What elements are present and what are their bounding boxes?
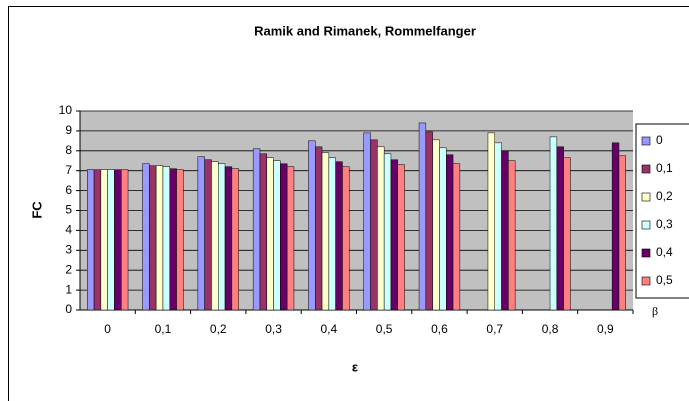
bar — [87, 169, 95, 311]
bar — [494, 142, 502, 311]
bar — [259, 153, 268, 311]
legend-marker — [641, 192, 651, 202]
y-tick-label: 10 — [59, 103, 73, 117]
bar — [280, 163, 288, 311]
bar — [308, 140, 316, 311]
legend-label: 0,1 — [656, 161, 673, 175]
bar — [211, 161, 219, 311]
bar — [155, 165, 164, 311]
x-tick-label: 0,5 — [376, 322, 393, 336]
bar — [446, 154, 454, 311]
bar — [142, 163, 150, 311]
bar — [162, 166, 170, 311]
legend-label: 0,5 — [656, 273, 673, 287]
bar — [425, 131, 433, 311]
x-tick-label: 0,1 — [155, 322, 172, 336]
bar — [418, 122, 427, 311]
y-tick-label: 5 — [65, 203, 72, 217]
bar — [508, 160, 516, 311]
bar — [556, 146, 564, 311]
chart-title: Ramik and Rimanek, Rommelfanger — [254, 23, 476, 38]
bar — [169, 168, 177, 311]
bar — [390, 159, 399, 311]
bar — [611, 142, 620, 311]
y-tick-label: 4 — [65, 223, 72, 237]
bar — [432, 139, 440, 311]
bar — [321, 152, 330, 311]
bar — [549, 136, 558, 311]
bar — [204, 159, 212, 311]
bar — [335, 161, 343, 311]
y-tick-label: 1 — [65, 282, 72, 296]
bar — [231, 168, 239, 311]
bar — [439, 147, 447, 311]
bar — [266, 157, 274, 311]
y-tick-label: 0 — [65, 302, 72, 316]
bar — [397, 164, 405, 311]
bar — [286, 166, 295, 311]
x-tick-label: 0,9 — [597, 322, 614, 336]
bar — [342, 166, 350, 311]
bar — [563, 157, 571, 311]
bar — [273, 160, 281, 311]
bar — [315, 146, 323, 311]
bar — [383, 153, 392, 311]
legend-label: 0,3 — [656, 217, 673, 231]
x-tick-label: 0,4 — [321, 322, 338, 336]
x-tick-label: 0,3 — [265, 322, 282, 336]
bar — [121, 169, 129, 311]
legend-marker — [641, 164, 651, 174]
x-tick-label: 0,7 — [486, 322, 503, 336]
x-tick-label: 0,2 — [210, 322, 227, 336]
bar — [328, 157, 336, 311]
x-axis-title: ε — [352, 359, 358, 374]
y-tick-label: 9 — [65, 123, 72, 137]
y-tick-label: 6 — [65, 183, 72, 197]
x-tick-label: 0 — [104, 322, 111, 336]
bar — [149, 165, 157, 311]
bar — [377, 146, 385, 311]
legend-box — [635, 123, 689, 299]
bar — [114, 169, 122, 311]
y-tick-label: 7 — [65, 163, 72, 177]
legend-label: 0,4 — [656, 245, 673, 259]
bar — [501, 150, 509, 311]
y-axis-title: FC — [29, 201, 44, 219]
legend-label: 0,2 — [656, 189, 673, 203]
bar — [107, 169, 115, 311]
bar — [224, 166, 233, 311]
legend-title: β — [652, 304, 658, 318]
legend-marker — [641, 136, 651, 146]
bar — [218, 163, 226, 311]
y-tick-label: 2 — [65, 262, 72, 276]
bar — [618, 155, 627, 311]
bar — [452, 163, 461, 311]
bar — [370, 139, 378, 311]
legend-marker — [641, 220, 651, 230]
x-tick-label: 0,8 — [542, 322, 559, 336]
bar — [176, 169, 184, 311]
y-tick-label: 3 — [65, 242, 72, 256]
bar — [197, 156, 205, 311]
x-tick-label: 0,6 — [431, 322, 448, 336]
legend-label: 0 — [656, 133, 663, 147]
legend-marker — [641, 248, 651, 258]
bar — [93, 169, 102, 311]
bar — [487, 132, 496, 311]
y-tick-label: 8 — [65, 143, 72, 157]
bar — [100, 169, 108, 311]
bar — [363, 132, 371, 311]
legend-marker — [641, 276, 651, 286]
bar — [252, 148, 261, 311]
